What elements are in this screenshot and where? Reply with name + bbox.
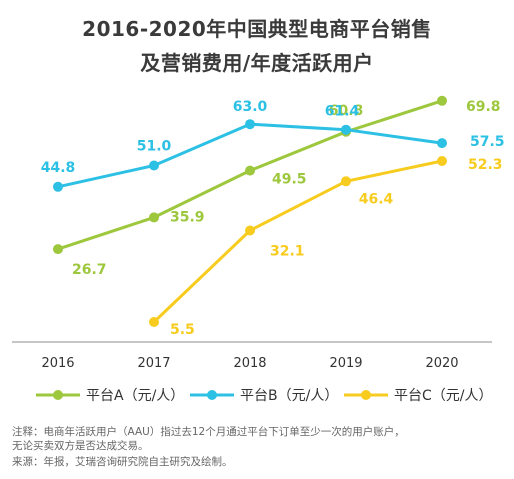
series-line-2 — [57, 122, 443, 189]
data-label-3-2019: 46.4 — [359, 191, 394, 207]
legend-marker-1 — [53, 390, 63, 400]
data-point-2-2018 — [245, 119, 255, 130]
data-point-1-2017 — [149, 212, 159, 223]
chart-title: 2016-2020年中国典型电商平台销售 及营销费用/年度活跃用户 — [0, 12, 514, 80]
data-point-2-2016 — [53, 181, 63, 192]
x-tick-label-2017: 2017 — [137, 356, 170, 371]
data-label-2-2020: 57.5 — [470, 134, 505, 150]
legend-marker-2 — [207, 390, 217, 400]
legend-label-3: 平台C（元/人） — [394, 388, 493, 404]
x-tick-label-2019: 2019 — [329, 356, 362, 371]
data-label-1-2019: 60.8 — [329, 103, 364, 119]
data-label-3-2018: 32.1 — [270, 243, 305, 259]
footnote-line-1: 注释：电商年活跃用户（AAU）指过去12个月通过平台下订单至少一次的用户账户， — [12, 426, 405, 438]
source-note: 来源：年报，艾瑞咨询研究院自主研究及绘制。 — [12, 456, 233, 468]
data-point-2-2017 — [149, 160, 159, 171]
data-point-3-2017 — [149, 317, 159, 327]
chart-title-line-2: 及营销费用/年度活跃用户 — [140, 51, 374, 75]
chart-title-line-1: 2016-2020年中国典型电商平台销售 — [82, 17, 432, 41]
legend-marker-3 — [361, 390, 371, 400]
data-label-1-2018: 49.5 — [272, 172, 307, 188]
x-tick-label-2016: 2016 — [41, 356, 74, 371]
data-point-1-2016 — [53, 244, 63, 255]
x-tick-label-2020: 2020 — [425, 356, 458, 371]
data-point-2-2020 — [437, 138, 447, 149]
data-label-2-2016: 44.8 — [41, 160, 76, 176]
x-tick-label-2018: 2018 — [233, 356, 266, 371]
data-label-1-2017: 35.9 — [170, 209, 205, 225]
legend-label-1: 平台A（元/人） — [86, 388, 184, 404]
data-point-1-2018 — [245, 165, 255, 176]
data-label-2-2018: 63.0 — [233, 99, 268, 115]
data-label-1-2020: 69.8 — [466, 99, 501, 115]
footnote-line-2: 无论买卖双方是否达成交易。 — [12, 440, 149, 452]
data-point-1-2020 — [437, 95, 447, 106]
data-label-3-2017: 5.5 — [170, 322, 195, 338]
data-point-3-2019 — [341, 176, 351, 187]
series-line-3 — [152, 159, 443, 324]
data-point-2-2019 — [341, 124, 351, 135]
legend-label-2: 平台B（元/人） — [240, 388, 338, 404]
data-label-2-2019: 61.4 — [325, 104, 360, 120]
data-point-3-2018 — [245, 225, 255, 236]
data-point-3-2020 — [437, 156, 447, 167]
data-label-3-2020: 52.3 — [468, 157, 503, 173]
data-label-2-2017: 51.0 — [137, 138, 172, 154]
data-label-1-2016: 26.7 — [72, 262, 107, 278]
